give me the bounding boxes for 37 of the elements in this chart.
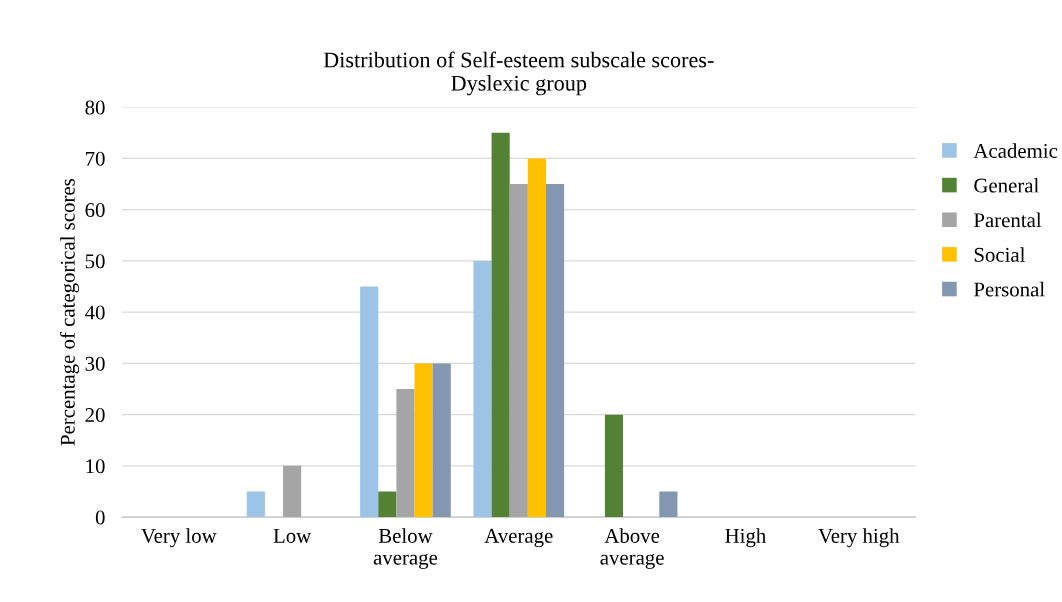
bar bbox=[360, 286, 379, 518]
bar bbox=[378, 491, 397, 518]
x-tick-label: Above average bbox=[600, 528, 664, 569]
y-tick-label: 10 bbox=[86, 459, 105, 474]
bar bbox=[527, 158, 546, 518]
y-tick-label: 80 bbox=[85, 100, 105, 115]
bar bbox=[545, 184, 565, 518]
x-tick-label: Average bbox=[484, 528, 553, 548]
y-tick-label: 20 bbox=[85, 408, 105, 423]
bar bbox=[491, 132, 510, 518]
bar bbox=[473, 260, 492, 518]
legend-label: Social bbox=[974, 247, 1026, 262]
y-tick-label: 40 bbox=[85, 305, 105, 320]
x-tick-label: High bbox=[725, 528, 767, 548]
x-tick-label: Very high bbox=[818, 528, 900, 548]
legend-label: Personal bbox=[973, 281, 1045, 297]
y-tick-label: 60 bbox=[85, 203, 105, 218]
y-tick-label: 50 bbox=[85, 254, 105, 269]
bar bbox=[659, 491, 678, 518]
bar bbox=[432, 363, 451, 518]
bar bbox=[396, 389, 415, 518]
x-tick-label: Very low bbox=[141, 528, 217, 548]
x-tick-label: Low bbox=[273, 529, 312, 543]
bar bbox=[604, 414, 624, 518]
bar bbox=[509, 184, 528, 518]
bar bbox=[283, 465, 302, 518]
bar bbox=[246, 491, 265, 518]
y-tick-label: 0 bbox=[95, 510, 105, 525]
x-tick-label: Below average bbox=[373, 528, 438, 569]
legend-label: Academic bbox=[973, 143, 1058, 158]
y-tick-label: 30 bbox=[85, 356, 105, 371]
y-tick-label: 70 bbox=[86, 151, 105, 166]
bar bbox=[414, 363, 433, 518]
y-axis-title: Percentage of categorical scores bbox=[59, 179, 80, 446]
legend-label: Parental bbox=[973, 212, 1042, 228]
legend-label: General bbox=[974, 177, 1039, 193]
chart-title: Distribution of Self-esteem subscale scores- Dyslexic group bbox=[323, 51, 714, 96]
